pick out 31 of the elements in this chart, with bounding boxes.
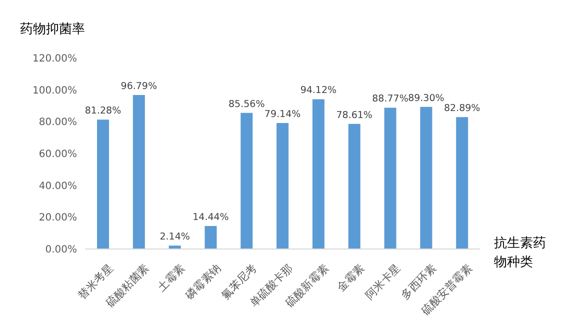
bar: [132, 94, 145, 249]
data-label: 14.44%: [192, 212, 229, 224]
bar: [240, 112, 253, 249]
bar: [204, 226, 217, 249]
bar: [384, 108, 396, 249]
x-axis-title: 抗生素药物种类: [494, 235, 546, 272]
bar: [420, 106, 432, 249]
y-tick-label: 100.00%: [32, 85, 77, 96]
x-tick-label: 阿米卡星: [362, 262, 404, 302]
y-tick-label: 0.00%: [45, 244, 77, 256]
y-tick-label: 120.00%: [32, 54, 77, 65]
y-tick-label: 40.00%: [38, 180, 77, 192]
y-axis-title: 药物抑菌率: [20, 21, 85, 38]
data-label: 85.56%: [228, 98, 265, 110]
data-label: 79.14%: [264, 109, 301, 120]
data-label: 94.12%: [300, 85, 337, 96]
y-tick-label: 20.00%: [38, 212, 77, 224]
data-label: 82.89%: [444, 103, 480, 114]
bar: [276, 123, 289, 249]
bar: [348, 124, 360, 249]
data-label: 89.30%: [408, 92, 444, 104]
bar: [97, 120, 109, 249]
data-label: 2.14%: [160, 232, 190, 243]
y-tick-label: 60.00%: [38, 149, 77, 160]
data-label: 88.77%: [372, 94, 408, 105]
y-tick-label: 80.00%: [38, 117, 77, 128]
bar: [312, 99, 324, 249]
data-label: 78.61%: [336, 110, 372, 121]
data-label: 96.79%: [120, 80, 158, 92]
data-label: 81.28%: [84, 106, 122, 117]
bar: [456, 117, 468, 249]
